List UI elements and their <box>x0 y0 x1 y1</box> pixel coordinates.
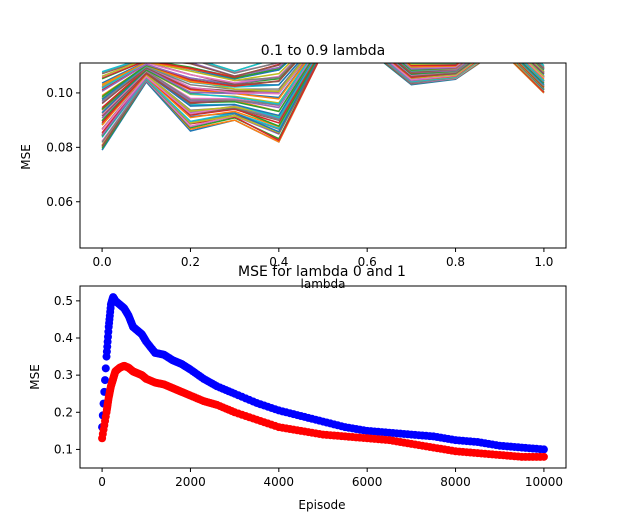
bottom-y-axis-label: MSE <box>28 364 42 390</box>
bottom-y-tick-label: 0.2 <box>54 405 73 419</box>
top-series-line <box>101 63 545 104</box>
bottom-x-tick-label: 10000 <box>525 475 563 489</box>
top-series-line <box>101 63 545 102</box>
bottom-y-tick-label: 0.5 <box>54 294 73 308</box>
top-series-line <box>101 63 545 97</box>
top-x-tick-label: 0.0 <box>93 255 112 269</box>
top-y-tick-label: 0.08 <box>46 140 73 154</box>
top-x-tick-label: 1.0 <box>534 255 553 269</box>
bottom-x-tick-label: 8000 <box>440 475 471 489</box>
top-y-tick-label: 0.06 <box>46 195 73 209</box>
bottom-y-tick-label: 0.1 <box>54 442 73 456</box>
top-series-lines <box>101 63 545 151</box>
top-series-line <box>101 63 545 138</box>
top-series-line <box>101 63 545 92</box>
top-x-axis-label: lambda <box>301 277 346 291</box>
blue-series-point <box>539 445 548 454</box>
top-series-line <box>101 63 545 111</box>
top-series-line <box>101 63 545 119</box>
top-series-line <box>101 63 545 88</box>
top-chart-title: 0.1 to 0.9 lambda <box>261 43 385 59</box>
bottom-subplot: 0 2000 4000 6000 8000 10000 0.1 0.2 0.3 0.4 0.5 M… <box>28 264 567 512</box>
bottom-x-tick-label: 0 <box>98 475 106 489</box>
top-series-line <box>101 63 545 91</box>
top-series-line <box>101 63 545 87</box>
top-series-line <box>101 63 545 114</box>
bottom-y-ticks: 0.1 0.2 0.3 0.4 0.5 <box>54 294 80 456</box>
top-series-line <box>101 63 545 109</box>
top-x-tick-label: 0.4 <box>269 255 288 269</box>
top-y-ticks: 0.06 0.08 0.10 <box>46 86 80 209</box>
top-plot-frame <box>79 62 567 249</box>
top-series-line <box>101 63 545 86</box>
bottom-y-tick-label: 0.3 <box>54 368 73 382</box>
top-series-line <box>101 63 545 99</box>
top-series-line <box>101 63 545 122</box>
top-series-line <box>101 63 545 79</box>
blue-series-point <box>101 376 110 385</box>
top-series-line <box>101 63 545 125</box>
bottom-x-tick-label: 2000 <box>175 475 206 489</box>
top-series-line <box>101 63 545 117</box>
bottom-x-axis-label: Episode <box>298 498 345 512</box>
bottom-plot-frame <box>79 285 567 469</box>
top-series-line <box>101 63 545 105</box>
bottom-x-tick-label: 6000 <box>352 475 383 489</box>
top-x-ticks: 0.0 0.2 0.4 0.6 0.8 1.0 <box>93 248 553 269</box>
top-y-tick-label: 0.10 <box>46 86 73 100</box>
top-y-axis-label: MSE <box>19 144 33 170</box>
blue-series-point <box>101 364 110 373</box>
top-series-line <box>101 63 545 80</box>
bottom-x-ticks: 0 2000 4000 6000 8000 10000 <box>98 468 563 489</box>
bottom-chart-title: MSE for lambda 0 and 1 <box>238 264 406 280</box>
bottom-y-tick-label: 0.4 <box>54 331 73 345</box>
top-x-tick-label: 0.6 <box>358 255 377 269</box>
top-subplot: 0.1 to 0.9 lambda 0.0 0.2 0.4 0.6 0.8 1.0 0.0… <box>19 43 567 291</box>
top-x-tick-label: 0.2 <box>181 255 200 269</box>
bottom-scatter-points <box>98 293 548 461</box>
top-x-tick-label: 0.8 <box>446 255 465 269</box>
bottom-x-tick-label: 4000 <box>264 475 295 489</box>
red-series-point <box>539 452 548 461</box>
